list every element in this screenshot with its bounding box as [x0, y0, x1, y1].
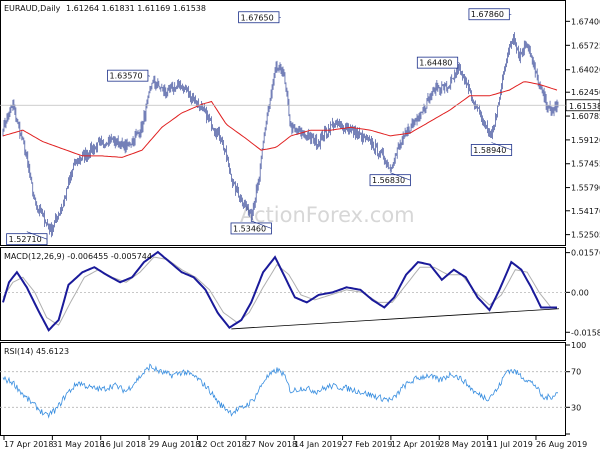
price-annotation-leader	[251, 220, 272, 229]
date-tick-label: 27 Feb 2019	[343, 440, 393, 449]
price-y-tick-label: 1.60785	[571, 112, 600, 121]
panel-borders	[0, 0, 566, 436]
price-annotation-box	[6, 233, 48, 246]
macd-y-axis: 0.015762 0.00 -0.015834	[566, 249, 600, 337]
price-annotation-label: 1.53460	[233, 224, 266, 233]
symbol-label: EURAUD,Daily	[4, 4, 61, 13]
date-tick-label: 29 Aug 2018	[149, 440, 200, 449]
date-tick-label: 11 Jul 2019	[488, 440, 533, 449]
price-panel-border	[0, 0, 566, 246]
price-y-tick-label: 1.67400	[571, 17, 600, 26]
price-annotation-leader	[390, 172, 411, 181]
moving-average-line	[2, 81, 558, 158]
price-annotation-leader	[147, 75, 151, 77]
date-tick-label: 16 Jul 2018	[101, 440, 146, 449]
price-annotation-leader	[457, 62, 460, 64]
moving-average-layer	[2, 81, 558, 158]
macd-panel-border	[0, 247, 566, 341]
macd-y-tick-label: -0.015834	[571, 328, 600, 337]
date-tick-label: 14 Jan 2019	[294, 440, 342, 449]
price-y-tick-label: 1.54170	[571, 207, 600, 216]
current-price-label: 1.61538	[569, 102, 600, 111]
price-annotation-label: 1.52710	[9, 235, 42, 244]
price-y-tick-label: 1.59120	[571, 136, 600, 145]
rsi-title: RSI(14) 45.6123	[4, 347, 69, 356]
price-y-tick-label: 1.57455	[571, 160, 600, 169]
price-y-tick-label: 1.52505	[571, 231, 600, 240]
date-tick-label: 27 Nov 2018	[246, 440, 297, 449]
price-y-tick-label: 1.64020	[571, 66, 600, 75]
date-tick-label: 31 May 2018	[52, 440, 104, 449]
price-annotation-label: 1.56830	[372, 176, 405, 185]
macd-layer	[0, 250, 566, 332]
price-y-tick-label: 1.62450	[571, 88, 600, 97]
macd-y-tick-label: 0.00	[571, 288, 589, 297]
date-tick-label: 28 May 2019	[439, 440, 491, 449]
price-annotation-leader	[491, 142, 512, 151]
date-tick-label: 17 Apr 2018	[4, 440, 53, 449]
price-annotation-label: 1.67860	[471, 10, 504, 19]
price-annotation-label: 1.58940	[473, 146, 506, 155]
current-price-marker: 1.61538	[0, 99, 600, 112]
date-tick-label: 26 Aug 2019	[536, 440, 587, 449]
price-annotation-leader	[26, 231, 48, 240]
rsi-y-tick-label: 70	[571, 368, 581, 377]
price-y-tick-label: 1.55790	[571, 184, 600, 193]
date-tick-label: 12 Oct 2018	[197, 440, 246, 449]
price-annotation-leader	[509, 13, 512, 16]
rsi-y-tick-label: 30	[571, 403, 581, 412]
price-annotation-label: 1.64480	[419, 59, 452, 68]
price-annotation-label: 1.67650	[241, 13, 274, 22]
price-annotation-leader	[278, 16, 282, 19]
macd-line	[2, 250, 557, 332]
rsi-layer	[0, 363, 566, 419]
rsi-y-tick-label: 100	[571, 341, 586, 350]
price-y-tick-label: 1.65725	[571, 41, 600, 50]
current-price-box	[565, 99, 600, 112]
rsi-y-axis: 100 70 30	[566, 341, 586, 435]
rsi-line	[2, 363, 559, 419]
date-tick-label: 12 Apr 2019	[391, 440, 440, 449]
price-candles	[2, 32, 559, 238]
price-y-axis: 1.67400 1.65725 1.64020 1.62450 1.60785 1.591…	[566, 17, 600, 240]
macd-trendline	[231, 308, 560, 330]
rsi-panel-border	[0, 342, 566, 436]
ohlc-label: 1.61264 1.61831 1.61169 1.61538	[66, 4, 206, 13]
price-annotation-label: 1.63570	[110, 72, 143, 81]
macd-y-tick-label: 0.015762	[571, 249, 600, 258]
price-annotations: 1.52710 1.63570 1.67650 1.53460 1.56830 1.644…	[6, 8, 513, 246]
macd-title: MACD(12,26,9) -0.006455 -0.005744	[4, 252, 152, 261]
